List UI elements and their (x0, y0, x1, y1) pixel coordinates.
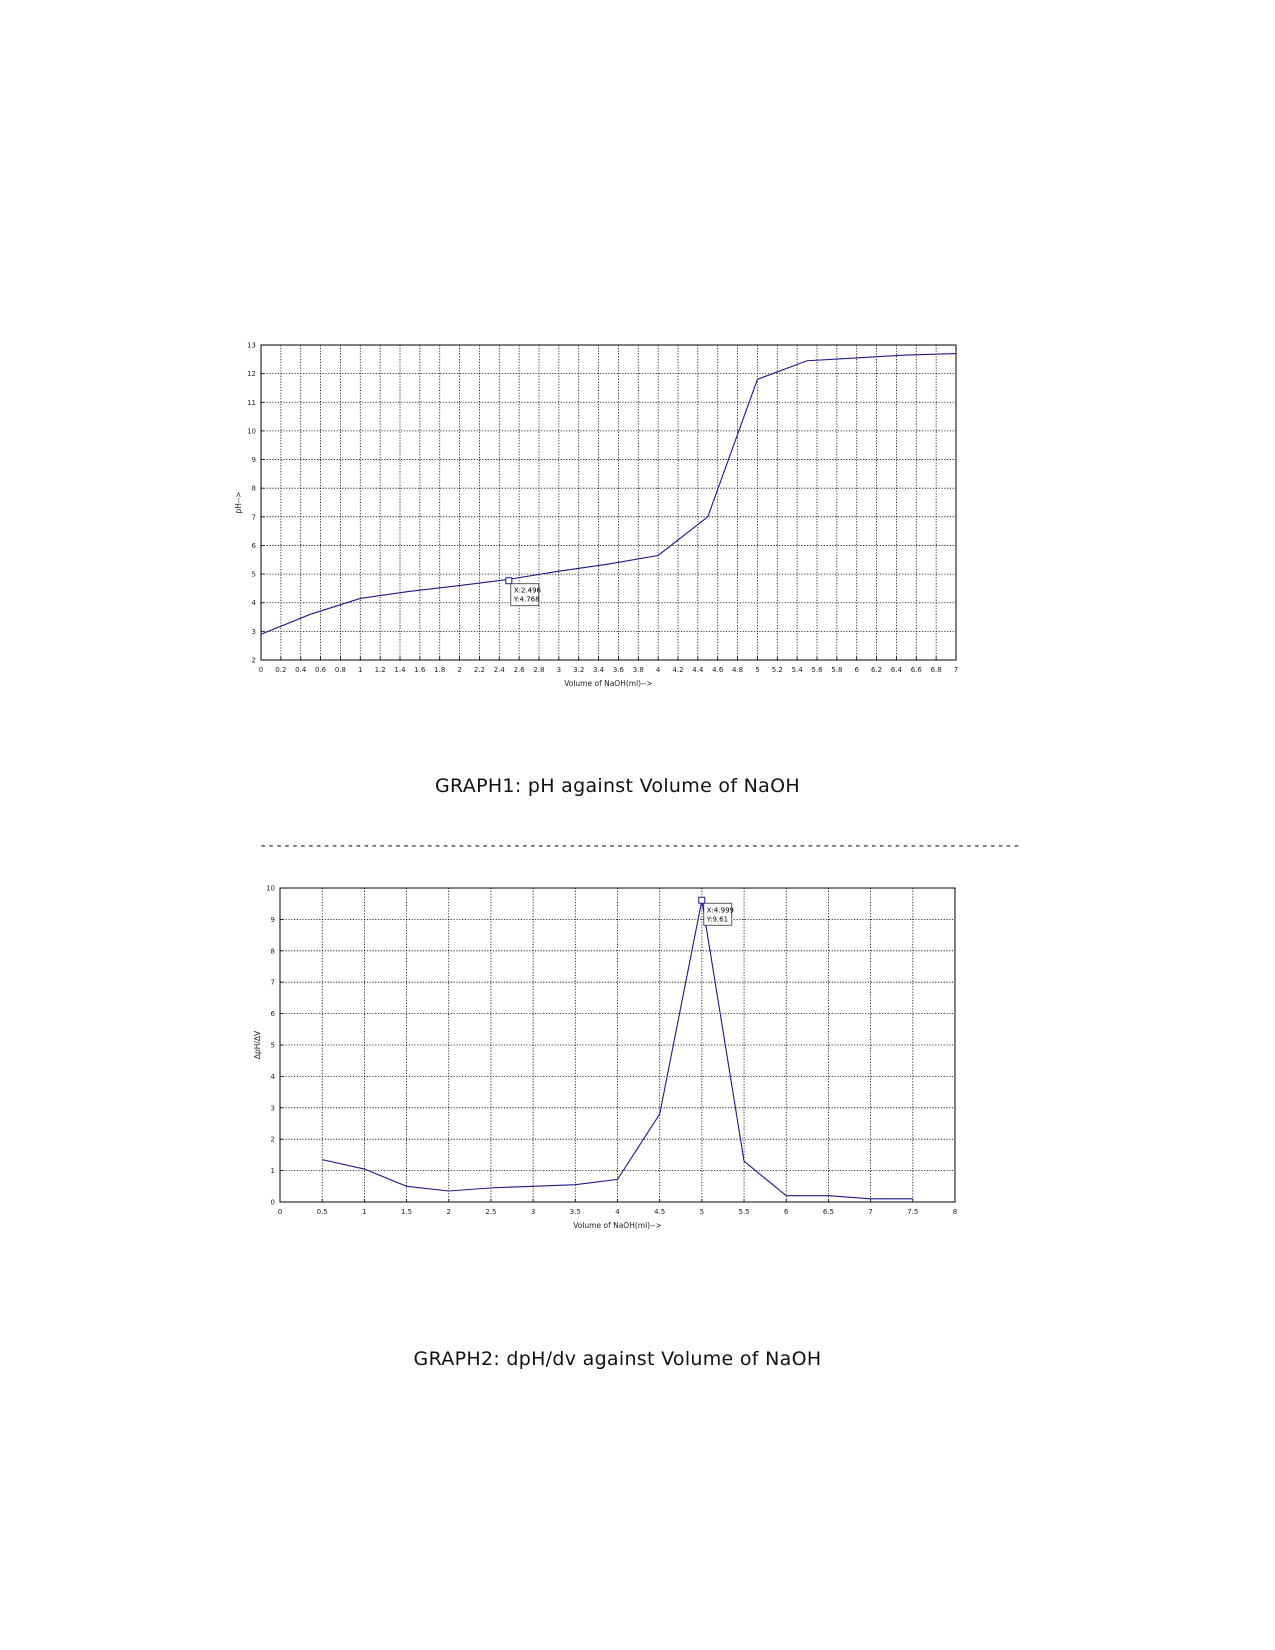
y-tick-label: 4 (271, 1073, 276, 1081)
x-tick-label: 4.6 (712, 666, 724, 674)
y-tick-label: 11 (247, 399, 256, 407)
x-tick-label: 0.6 (315, 666, 327, 674)
x-tick-label: 3.4 (593, 666, 605, 674)
x-tick-label: 1.8 (434, 666, 445, 674)
x-tick-label: 3 (557, 666, 561, 674)
x-tick-label: 2.2 (474, 666, 485, 674)
x-tick-label: 5.8 (831, 666, 842, 674)
x-tick-label: 0.8 (335, 666, 346, 674)
x-tick-label: 4.5 (654, 1208, 665, 1216)
y-tick-label: 1 (271, 1167, 275, 1175)
y-tick-label: 3 (252, 628, 256, 636)
y-tick-label: 13 (247, 342, 256, 350)
x-tick-label: 6 (784, 1208, 789, 1216)
y-tick-label: 5 (271, 1042, 275, 1050)
y-tick-label: 7 (271, 979, 275, 987)
datatip-marker (698, 896, 706, 904)
x-tick-label: 3.8 (633, 666, 644, 674)
y-tick-label: 12 (247, 370, 256, 378)
x-tick-label: 1 (362, 1208, 366, 1216)
y-tick-label: 6 (252, 542, 257, 550)
x-tick-label: 0.5 (317, 1208, 328, 1216)
x-tick-label: 1.6 (414, 666, 426, 674)
x-tick-label: 2.4 (494, 666, 506, 674)
y-axis-label: pH--> (234, 491, 243, 513)
separator-line: ----------------------------------------… (259, 838, 1019, 854)
x-tick-label: 5.6 (811, 666, 823, 674)
x-tick-label: 3 (531, 1208, 535, 1216)
x-tick-label: 3.2 (573, 666, 584, 674)
y-tick-label: 9 (252, 456, 256, 464)
plot-frame (260, 344, 957, 661)
datatip-y-label: Y:9.61 (706, 915, 728, 923)
x-tick-label: 1 (358, 666, 362, 674)
y-tick-label: 5 (252, 571, 256, 579)
x-tick-label: 3.5 (570, 1208, 581, 1216)
datatip-marker (505, 577, 513, 585)
x-tick-label: 8 (953, 1208, 957, 1216)
y-tick-label: 0 (271, 1199, 275, 1207)
x-tick-label: 6.2 (871, 666, 882, 674)
y-tick-label: 7 (252, 513, 256, 521)
x-tick-label: 2.6 (514, 666, 526, 674)
x-tick-label: 7 (954, 666, 958, 674)
y-tick-label: 4 (252, 599, 257, 607)
x-tick-label: 0 (259, 666, 263, 674)
x-axis-label: Volume of NaOH(ml)--> (573, 1221, 662, 1230)
x-tick-label: 5 (700, 1208, 704, 1216)
datatip-x-label: X:4.999 (707, 906, 734, 914)
x-tick-label: 0.4 (295, 666, 307, 674)
series-line (260, 353, 957, 635)
x-tick-label: 5.5 (738, 1208, 749, 1216)
x-tick-label: 6.5 (823, 1208, 834, 1216)
x-tick-label: 4.2 (672, 666, 683, 674)
y-tick-label: 6 (271, 1010, 276, 1018)
y-tick-label: 10 (266, 885, 275, 893)
x-tick-label: 1.4 (394, 666, 406, 674)
x-tick-label: 4.4 (692, 666, 704, 674)
y-tick-label: 8 (252, 485, 256, 493)
x-tick-label: 5 (755, 666, 759, 674)
y-axis-label: ΔpH/ΔV (253, 1030, 262, 1059)
series-line (322, 900, 913, 1200)
y-tick-label: 8 (271, 947, 275, 955)
x-tick-label: 5.2 (772, 666, 783, 674)
graph2-caption: GRAPH2: dpH/dv against Volume of NaOH (413, 1348, 822, 1370)
x-tick-label: 0 (278, 1208, 282, 1216)
datatip-x-label: X:2.496 (514, 587, 542, 595)
x-tick-label: 4 (656, 666, 661, 674)
y-tick-label: 9 (271, 916, 275, 924)
datatip-y-label: Y:4.768 (513, 596, 540, 604)
y-tick-label: 2 (271, 1136, 275, 1144)
ph-chart: 0 0.2 0.4 0.6 0.8 1 1.2 1.4 1.6 1.8 2 2.2 2.4 2.6 2.8 3… (234, 342, 958, 689)
x-tick-label: 6.4 (891, 666, 903, 674)
graph1-caption: GRAPH1: pH against Volume of NaOH (435, 775, 800, 797)
y-tick-label: 10 (247, 427, 256, 435)
x-tick-label: 5.4 (792, 666, 804, 674)
y-tick-label: 3 (271, 1104, 275, 1112)
x-tick-label: 6.8 (931, 666, 942, 674)
x-tick-label: 7.5 (907, 1208, 918, 1216)
x-tick-label: 2 (447, 1208, 451, 1216)
x-tick-label: 2.8 (533, 666, 544, 674)
datatip-box (510, 583, 540, 607)
x-tick-label: 0.2 (275, 666, 286, 674)
y-tick-label: 2 (252, 657, 256, 665)
x-tick-label: 1.5 (401, 1208, 412, 1216)
x-tick-label: 1.2 (375, 666, 386, 674)
derivative-chart: 0 0.5 1 1.5 2 2.5 3 3.5 4 4.5 5 5.5 6 6.5 7 7.5 8 0 1 2 3 4 5 6… (253, 885, 957, 1231)
x-tick-label: 7 (868, 1208, 872, 1216)
x-tick-label: 4.8 (732, 666, 743, 674)
x-tick-label: 2.5 (485, 1208, 496, 1216)
x-tick-label: 2 (457, 666, 461, 674)
x-tick-label: 6.6 (911, 666, 923, 674)
datatip-box (703, 902, 733, 926)
x-tick-label: 4 (615, 1208, 620, 1216)
x-tick-label: 3.6 (613, 666, 625, 674)
x-tick-label: 6 (854, 666, 859, 674)
x-axis-label: Volume of NaOH(ml)--> (564, 679, 653, 688)
